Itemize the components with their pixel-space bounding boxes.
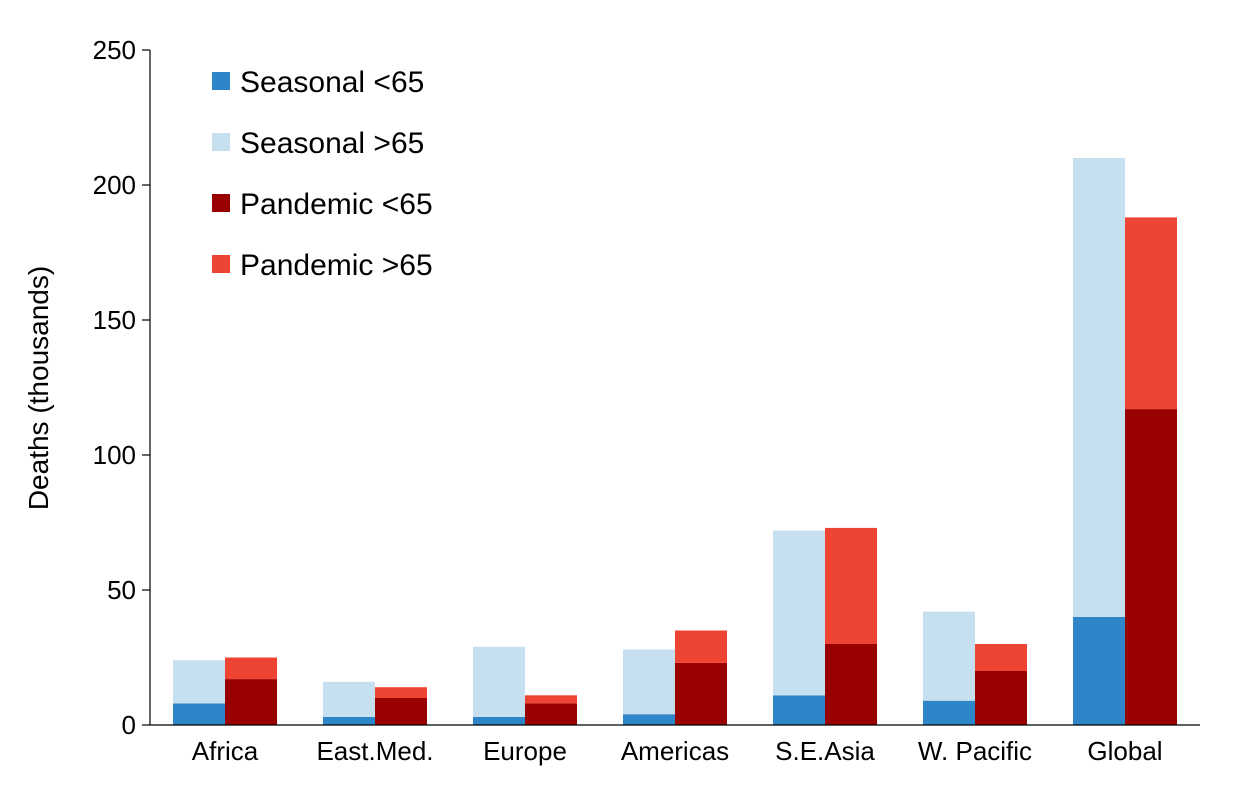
bar-pandemic-under65-0 — [225, 679, 277, 725]
bar-pandemic-under65-5 — [975, 671, 1027, 725]
x-category-label: East.Med. — [316, 736, 433, 766]
bar-pandemic-over65-4 — [825, 527, 877, 644]
bar-pandemic-over65-0 — [225, 657, 277, 680]
axes-layer — [149, 50, 1200, 726]
bar-seasonal-over65-2 — [473, 646, 525, 717]
bar-seasonal-under65-1 — [323, 716, 375, 725]
legend-label: Seasonal <65 — [240, 66, 424, 99]
bar-seasonal-over65-4 — [773, 530, 825, 696]
y-tick-label: 250 — [93, 35, 136, 65]
x-category-label: W. Pacific — [918, 736, 1032, 766]
x-category-label: Africa — [192, 736, 259, 766]
x-category-labels: Africa East.Med. Europe Americas S.E.Asia W. … — [192, 736, 1163, 766]
y-tick-label: 0 — [122, 710, 136, 740]
bar-pandemic-under65-3 — [675, 662, 727, 725]
legend: Seasonal <65 Seasonal >65 Pandemic <65 Pand… — [212, 66, 433, 282]
y-tick-label: 50 — [107, 575, 136, 605]
x-category-label: Europe — [483, 736, 567, 766]
legend-label: Pandemic >65 — [240, 249, 433, 282]
bars-layer — [173, 158, 1177, 725]
bar-seasonal-over65-5 — [923, 611, 975, 701]
bar-seasonal-under65-3 — [623, 714, 675, 725]
bar-pandemic-under65-1 — [375, 698, 427, 725]
legend-label: Pandemic <65 — [240, 188, 433, 221]
x-category-label: Global — [1087, 736, 1162, 766]
y-axis-title: Deaths (thousands) — [23, 266, 54, 510]
x-category-label: Americas — [621, 736, 729, 766]
bar-seasonal-under65-4 — [773, 695, 825, 725]
bar-seasonal-under65-5 — [923, 700, 975, 725]
bar-pandemic-under65-4 — [825, 644, 877, 725]
bar-seasonal-over65-1 — [323, 681, 375, 717]
legend-swatch — [212, 194, 230, 212]
bar-seasonal-under65-0 — [173, 703, 225, 725]
bar-seasonal-under65-2 — [473, 716, 525, 725]
legend-swatch — [212, 255, 230, 273]
y-tick-label: 150 — [93, 305, 136, 335]
bar-pandemic-under65-6 — [1125, 409, 1177, 725]
y-tick-label: 200 — [93, 170, 136, 200]
legend-label: Seasonal >65 — [240, 127, 424, 160]
bar-seasonal-over65-0 — [173, 660, 225, 704]
bar-pandemic-under65-2 — [525, 703, 577, 725]
bar-pandemic-over65-5 — [975, 644, 1027, 671]
bar-seasonal-under65-6 — [1073, 617, 1125, 725]
x-category-label: S.E.Asia — [775, 736, 875, 766]
bar-seasonal-over65-3 — [623, 649, 675, 715]
bar-pandemic-over65-2 — [525, 695, 577, 704]
bar-pandemic-over65-3 — [675, 630, 727, 663]
bar-seasonal-over65-6 — [1073, 158, 1125, 617]
bar-pandemic-over65-1 — [375, 687, 427, 698]
y-tick-label: 100 — [93, 440, 136, 470]
bar-pandemic-over65-6 — [1125, 217, 1177, 410]
legend-swatch — [212, 72, 230, 90]
y-ticks: 0 50 100 150 200 250 — [93, 35, 150, 740]
legend-swatch — [212, 133, 230, 151]
